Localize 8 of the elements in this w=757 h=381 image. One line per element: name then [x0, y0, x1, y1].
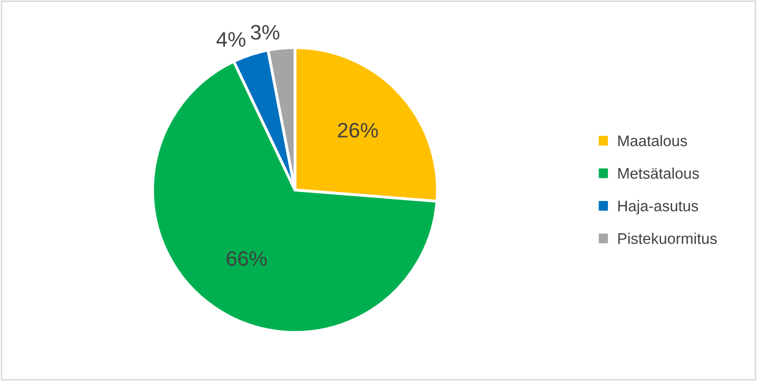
data-label: 26%	[338, 122, 378, 138]
legend-label: Pistekuormitus	[618, 232, 717, 244]
legend-label: Metsätalous	[618, 168, 699, 179]
legend-label: Haja-asutus	[618, 200, 698, 214]
legend-label: Maatalous	[618, 135, 688, 146]
data-label: 4%	[216, 32, 246, 47]
data-label: 66%	[226, 251, 267, 266]
data-label: 3%	[250, 24, 280, 40]
